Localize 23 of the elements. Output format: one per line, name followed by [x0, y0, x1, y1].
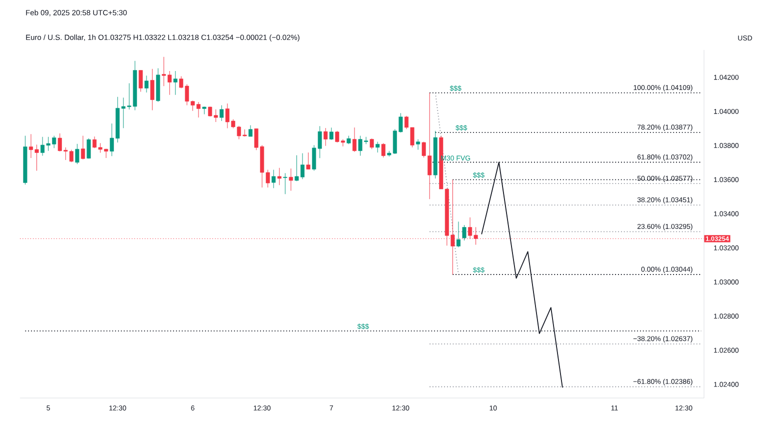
candlestick — [272, 170, 276, 188]
candlestick — [416, 138, 420, 150]
candlestick — [376, 142, 380, 153]
candlestick — [370, 138, 374, 150]
candlestick — [283, 172, 288, 194]
candlestick — [306, 152, 310, 170]
candlestick — [75, 144, 80, 164]
candlestick — [150, 68, 154, 110]
candlestick — [86, 138, 91, 159]
candlestick — [352, 127, 356, 152]
candlestick — [173, 70, 178, 96]
candlestick — [456, 221, 460, 248]
candlestick — [381, 142, 386, 158]
candlestick — [277, 168, 282, 186]
candlestick — [288, 168, 293, 191]
candlestick — [144, 75, 149, 93]
candlestick — [138, 70, 143, 92]
candlestick — [329, 127, 334, 140]
candlestick — [324, 128, 328, 146]
candlestick — [80, 136, 85, 160]
candlestick — [220, 105, 224, 122]
candlestick — [248, 124, 253, 137]
candlestick — [462, 224, 466, 241]
